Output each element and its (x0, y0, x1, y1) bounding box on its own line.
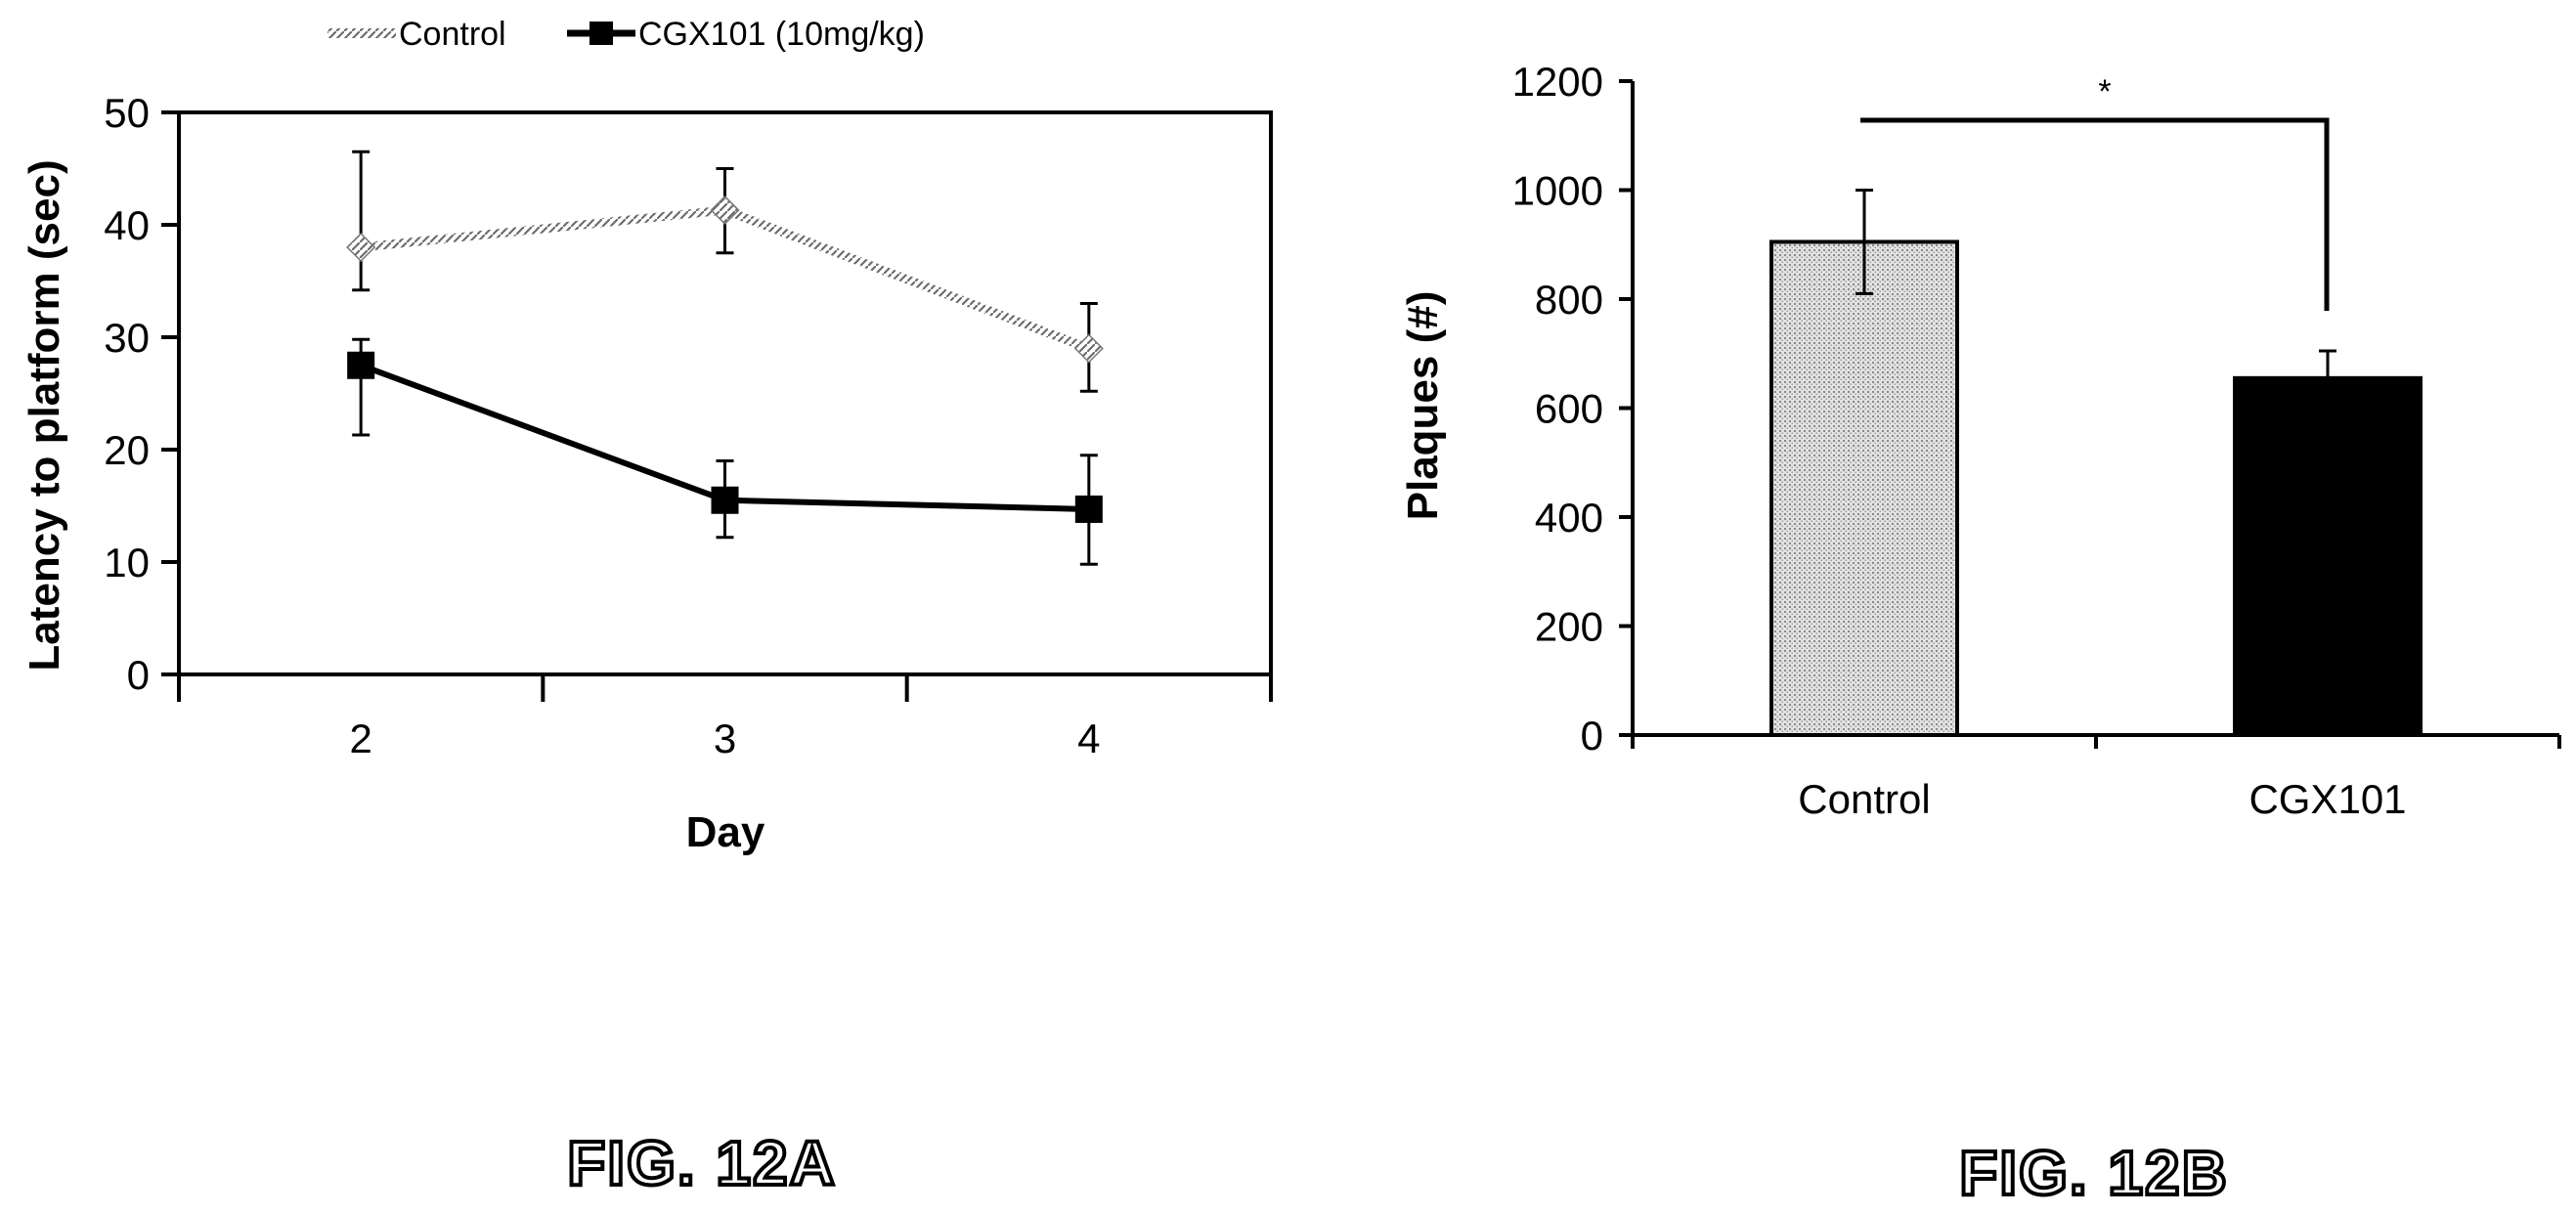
chart-b-y-tick-label: 200 (1535, 604, 1603, 650)
legend-swatch-cgx101-marker (589, 22, 613, 45)
significance-bracket: * (1860, 73, 2330, 311)
data-point-cgx101 (711, 486, 739, 514)
figure-label-12b: FIG. 12B (1959, 1138, 2229, 1208)
significance-star: * (2098, 73, 2111, 110)
chart-a-plot-frame (177, 110, 1273, 676)
chart-b-y-tick-label: 800 (1535, 277, 1603, 323)
data-point-cgx101 (1074, 495, 1103, 523)
legend-label-control: Control (399, 16, 506, 53)
data-point-cgx101 (347, 351, 375, 379)
legend-label-cgx101: CGX101 (10mg/kg) (638, 16, 925, 53)
chart-a-y-tick-label: 10 (104, 540, 150, 585)
chart-a-y-tick-label: 30 (104, 315, 150, 361)
chart-b-y-tick-label: 0 (1581, 713, 1603, 759)
chart-a-x-tick-label: 4 (1077, 715, 1100, 761)
legend-entry-control: Control (327, 16, 506, 53)
chart-a-y-tick-label: 40 (104, 202, 150, 248)
chart-a-x-tick-label: 2 (349, 715, 371, 761)
chart-a-series (346, 150, 1104, 566)
bar-control (1769, 239, 1959, 737)
chart-a-y-tick-label: 20 (104, 427, 150, 473)
chart-a-y-tick-label: 50 (104, 90, 150, 136)
chart-a-axes: 0 10 20 30 40 50 2 3 4 (104, 90, 1273, 761)
chart-b-bars (1769, 189, 2423, 737)
plaques-bar-chart: 0 200 400 600 800 1000 1200 Control CGX101 Plaqu… (1399, 59, 2561, 1210)
chart-a-y-tick-label: 0 (127, 652, 150, 698)
chart-a-x-tick-label: 3 (714, 715, 736, 761)
legend: Control CGX101 (10mg/kg) (327, 16, 925, 53)
chart-b-y-axis-title: Plaques (#) (1399, 291, 1447, 521)
bar-cgx101 (2233, 375, 2423, 737)
data-point-control (346, 232, 376, 263)
chart-b-x-tick-label: Control (1798, 776, 1930, 822)
chart-a-series-cgx101 (347, 337, 1103, 566)
chart-b-y-tick-label: 400 (1535, 495, 1603, 541)
chart-b-axes: 0 200 400 600 800 1000 1200 Control CGX101 (1512, 59, 2561, 822)
chart-b-y-tick-label: 1200 (1512, 59, 1603, 105)
legend-entry-cgx101: CGX101 (10mg/kg) (567, 16, 925, 53)
chart-a-y-axis-title: Latency to platform (sec) (21, 159, 68, 671)
chart-b-x-tick-label: CGX101 (2249, 776, 2406, 822)
chart-b-y-tick-label: 1000 (1512, 168, 1603, 214)
chart-b-y-tick-label: 600 (1535, 386, 1603, 432)
significance-line (1860, 117, 2330, 311)
data-point-control (710, 195, 740, 226)
figure-label-12a: FIG. 12A (567, 1128, 837, 1198)
chart-a-x-axis-title: Day (686, 808, 765, 856)
chart-a-series-control (346, 150, 1104, 393)
data-point-control (1073, 333, 1104, 364)
